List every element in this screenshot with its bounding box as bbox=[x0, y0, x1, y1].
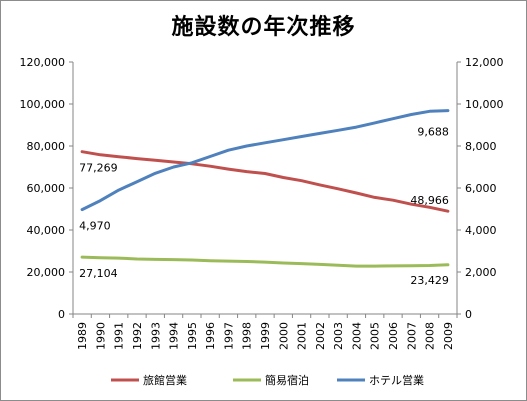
y-left-tick-label: 120,000 bbox=[20, 56, 66, 69]
x-tick-label: 2009 bbox=[442, 322, 455, 350]
y-right-tick-label: 10,000 bbox=[465, 98, 504, 111]
x-tick-label: 1991 bbox=[113, 322, 126, 350]
series-line bbox=[80, 150, 450, 213]
y-right-tick-label: 8,000 bbox=[465, 140, 497, 153]
x-tick-label: 2004 bbox=[350, 322, 363, 350]
x-tick-label: 1992 bbox=[131, 322, 144, 350]
chart-title: 施設数の年次推移 bbox=[171, 15, 356, 40]
y-left-tick-label: 60,000 bbox=[27, 182, 66, 195]
x-tick-label: 1996 bbox=[204, 322, 217, 350]
x-tick-label: 2002 bbox=[314, 322, 327, 350]
y-left-tick-label: 100,000 bbox=[20, 98, 66, 111]
x-tick-label: 2001 bbox=[296, 322, 309, 350]
x-tick-label: 1989 bbox=[76, 322, 89, 350]
y-left-tick-label: 20,000 bbox=[27, 266, 66, 279]
data-label: 4,970 bbox=[79, 220, 111, 233]
x-tick-label: 1993 bbox=[149, 322, 162, 350]
y-right-tick-label: 0 bbox=[465, 308, 472, 321]
x-tick-label: 2008 bbox=[424, 322, 437, 350]
legend-label: 旅館営業 bbox=[143, 373, 187, 387]
x-tick-label: 1997 bbox=[222, 322, 235, 350]
data-label: 9,688 bbox=[417, 126, 449, 139]
x-tick-label: 2003 bbox=[332, 322, 345, 350]
x-tick-label: 1994 bbox=[168, 322, 181, 350]
x-tick-label: 1998 bbox=[241, 322, 254, 350]
data-label: 77,269 bbox=[79, 162, 118, 175]
legend-label: ホテル営業 bbox=[369, 373, 424, 387]
x-tick-label: 2006 bbox=[387, 322, 400, 350]
data-label: 27,104 bbox=[79, 267, 118, 280]
series-line bbox=[80, 255, 450, 268]
y-right-tick-label: 6,000 bbox=[465, 182, 497, 195]
y-left-tick-label: 40,000 bbox=[27, 224, 66, 237]
x-tick-label: 2005 bbox=[369, 322, 382, 350]
y-right-tick-label: 4,000 bbox=[465, 224, 497, 237]
data-label: 23,429 bbox=[410, 274, 449, 287]
series-line bbox=[80, 109, 450, 212]
x-tick-label: 2007 bbox=[405, 322, 418, 350]
y-right-tick-label: 12,000 bbox=[465, 56, 504, 69]
y-right-tick-label: 2,000 bbox=[465, 266, 497, 279]
legend-label: 簡易宿泊 bbox=[265, 373, 309, 387]
y-left-tick-label: 0 bbox=[58, 308, 65, 321]
x-tick-label: 1999 bbox=[259, 322, 272, 350]
y-left-tick-label: 80,000 bbox=[27, 140, 66, 153]
x-tick-label: 1995 bbox=[186, 322, 199, 350]
x-tick-label: 1990 bbox=[94, 322, 107, 350]
data-label: 48,966 bbox=[410, 194, 449, 207]
x-tick-label: 2000 bbox=[277, 322, 290, 350]
